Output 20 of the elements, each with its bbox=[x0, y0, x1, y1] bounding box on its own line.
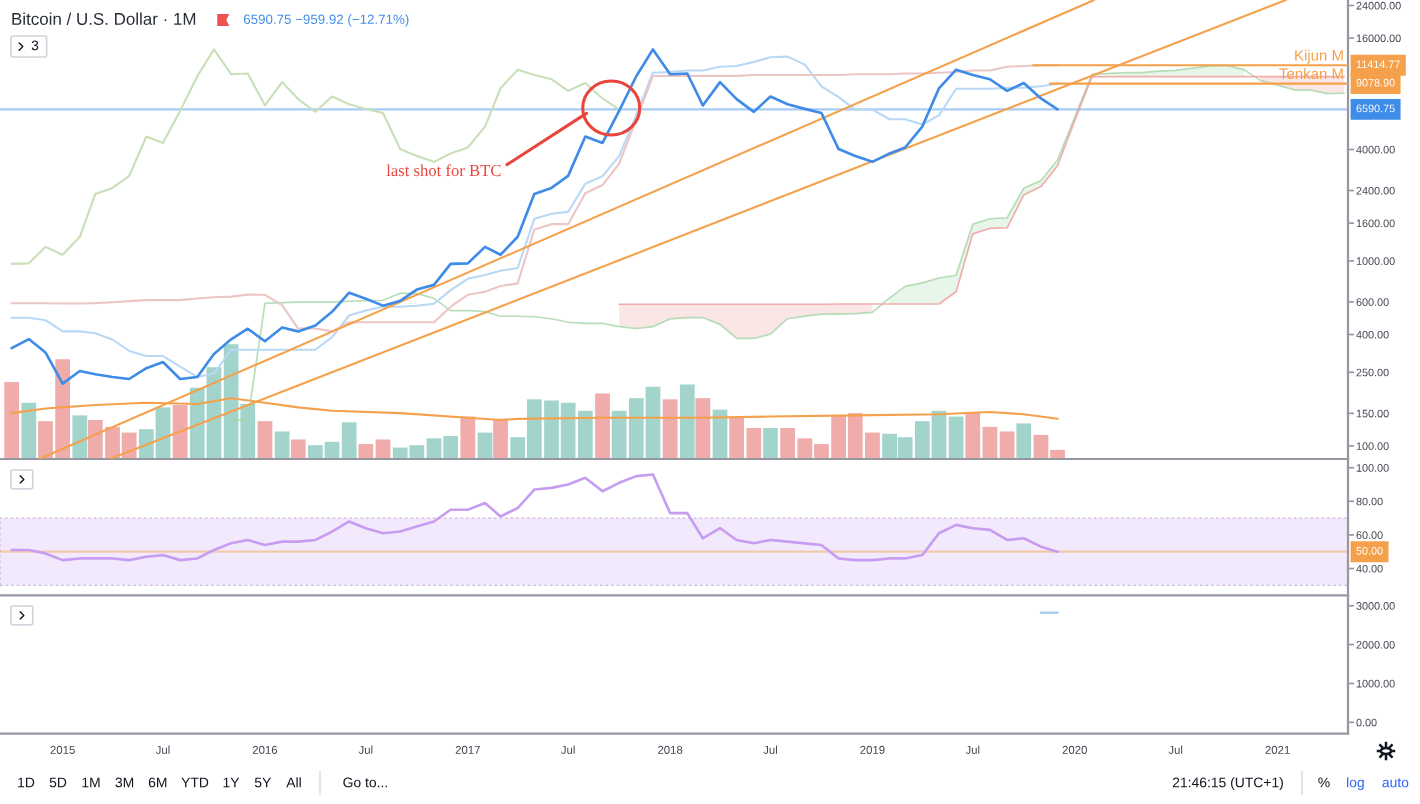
bar bbox=[257, 421, 273, 459]
bar bbox=[477, 432, 493, 459]
bar bbox=[21, 402, 37, 459]
bar bbox=[72, 415, 88, 459]
bar bbox=[460, 416, 476, 459]
bar bbox=[172, 405, 188, 459]
line-series bbox=[10, 473, 1059, 562]
line-series bbox=[230, 64, 1345, 421]
bar bbox=[595, 393, 610, 459]
bar bbox=[662, 399, 678, 459]
bar bbox=[493, 418, 508, 459]
bar bbox=[274, 431, 290, 459]
bar bbox=[1016, 423, 1032, 459]
annotation: last shot for BTC bbox=[386, 164, 501, 177]
text: Bitcoin / U.S. Dollar · 1M bbox=[12, 12, 196, 25]
bar bbox=[290, 439, 306, 459]
bar bbox=[4, 382, 20, 459]
bar bbox=[679, 384, 695, 459]
bar bbox=[763, 428, 778, 459]
bar bbox=[695, 398, 711, 459]
